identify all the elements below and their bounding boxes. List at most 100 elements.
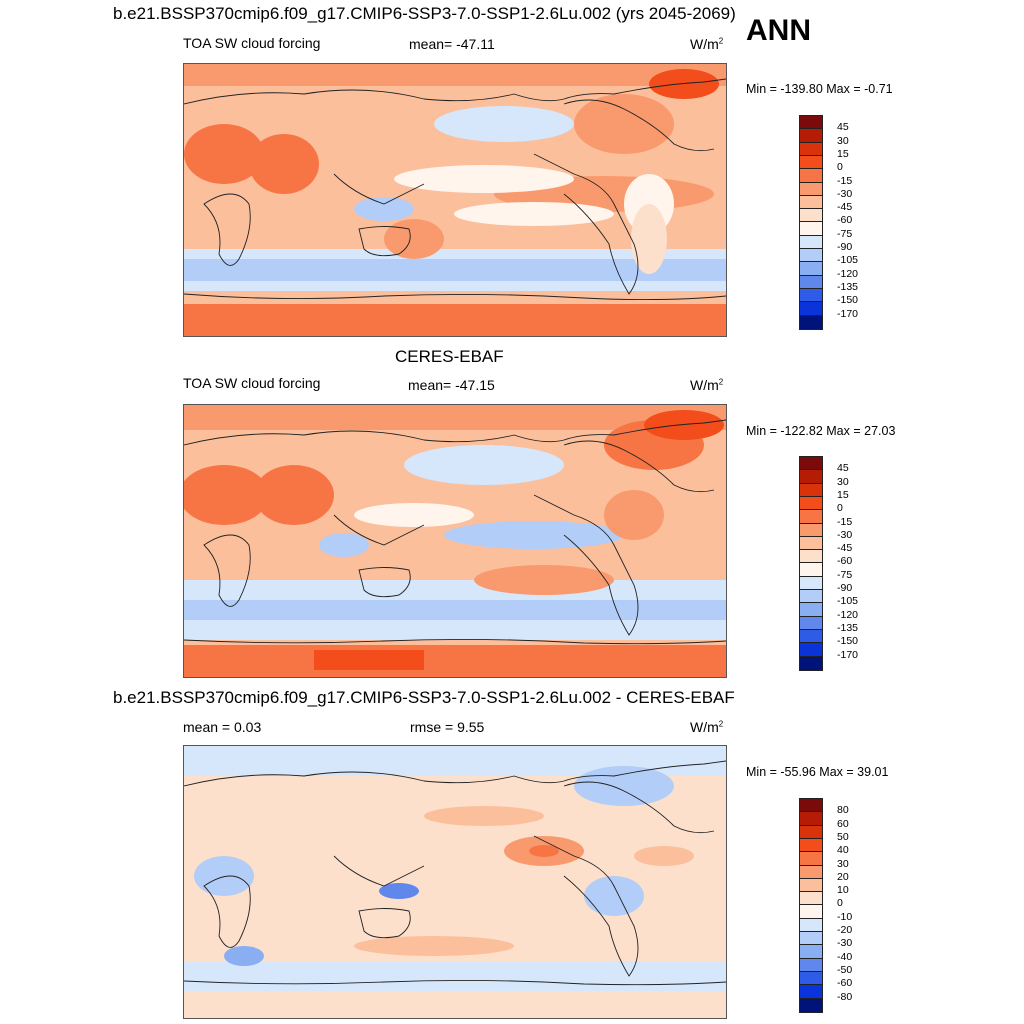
colorbar-tick-label: 20 [837, 870, 849, 883]
colorbar-swatch [799, 642, 823, 657]
colorbar-tick-label: -105 [837, 254, 859, 267]
colorbar-tick-label: -60 [837, 555, 853, 568]
colorbar-tick-label: -135 [837, 280, 859, 293]
colorbar-swatch [799, 274, 823, 289]
colorbar-swatch [799, 509, 823, 524]
colorbar-tick-label: -50 [837, 963, 853, 976]
colorbar-swatch [799, 141, 823, 156]
colorbar-tick-label: 45 [837, 121, 849, 134]
colorbar-tick-label: -10 [837, 910, 853, 923]
colorbar-tick-label: 80 [837, 804, 849, 817]
colorbar-swatch [799, 469, 823, 484]
colorbar-tick-label: -90 [837, 582, 853, 594]
colorbar-swatch [799, 314, 823, 330]
colorbar-tick-label: -60 [837, 977, 853, 990]
colorbar-swatch [799, 655, 823, 671]
colorbar-tick-label: -120 [837, 608, 859, 621]
colorbar-swatch [799, 261, 823, 276]
colorbar-swatch [799, 970, 823, 985]
colorbar-tick-label: -75 [837, 227, 853, 240]
panel3-rmse: rmse = 9.55 [410, 719, 485, 735]
middle-title: CERES-EBAF [395, 347, 504, 366]
colorbar-swatch [799, 984, 823, 999]
colorbar-swatch [799, 154, 823, 169]
colorbar-tick-label: 0 [837, 897, 843, 910]
colorbar-tick-label: 30 [837, 134, 849, 147]
colorbar-swatch [799, 562, 823, 577]
colorbar-swatch [799, 917, 823, 932]
colorbar-swatch [799, 287, 823, 302]
panel2-units: W/m2 [690, 377, 724, 393]
colorbar-tick-label: 15 [837, 147, 849, 160]
colorbar-swatch [799, 798, 823, 812]
colorbar-swatch [799, 628, 823, 643]
colorbar-tick-label: -20 [837, 924, 853, 936]
colorbar-swatch [799, 575, 823, 590]
colorbar-tick-label: -15 [837, 515, 853, 528]
colorbar-swatch [799, 482, 823, 497]
colorbar-tick-label: -45 [837, 542, 853, 555]
colorbar-tick-label: -170 [837, 648, 859, 661]
colorbar-swatch [799, 456, 823, 470]
colorbar-tick-label: -90 [837, 241, 853, 253]
colorbar-swatch [799, 957, 823, 972]
colorbar-tick-label: -120 [837, 267, 859, 280]
panel1-variable: TOA SW cloud forcing [183, 35, 321, 51]
colorbar-swatch [799, 891, 823, 906]
panel1-map [183, 63, 727, 337]
colorbar-tick-label: -170 [837, 307, 859, 320]
colorbar-tick-label: 15 [837, 488, 849, 501]
colorbar-tick-label: -40 [837, 950, 853, 963]
colorbar-swatch [799, 589, 823, 603]
colorbar-swatch [799, 194, 823, 209]
panel1-mean: mean= -47.11 [409, 36, 495, 52]
panel3-units: W/m2 [690, 719, 724, 735]
colorbar-tick-label: 30 [837, 857, 849, 870]
colorbar-tick-label: -15 [837, 174, 853, 187]
colorbar-swatch [799, 864, 823, 879]
colorbar-swatch [799, 837, 823, 852]
colorbar-tick-label: 40 [837, 844, 849, 857]
colorbar-tick-label: -105 [837, 595, 859, 608]
colorbar-swatch [799, 221, 823, 236]
colorbar-tick-label: 50 [837, 830, 849, 843]
colorbar-tick-label: 45 [837, 462, 849, 475]
colorbar-swatch [799, 115, 823, 129]
colorbar-swatch [799, 522, 823, 537]
season-label: ANN [746, 14, 811, 47]
colorbar-swatch [799, 549, 823, 564]
panel3-minmax: Min = -55.96 Max = 39.01 [746, 765, 889, 779]
colorbar-swatch [799, 811, 823, 826]
colorbar-tick-label: -45 [837, 201, 853, 214]
colorbar-swatch [799, 824, 823, 839]
colorbar-swatch [799, 851, 823, 866]
colorbar-swatch [799, 997, 823, 1013]
colorbar-swatch [799, 495, 823, 510]
colorbar-tick-label: -135 [837, 621, 859, 634]
colorbar-tick-label: 30 [837, 475, 849, 488]
colorbar-tick-label: 0 [837, 161, 843, 174]
colorbar-swatch [799, 128, 823, 143]
colorbar-swatch [799, 208, 823, 223]
panel1-minmax: Min = -139.80 Max = -0.71 [746, 82, 893, 96]
colorbar-tick-label: -60 [837, 214, 853, 227]
panel2-map [183, 404, 727, 678]
colorbar-tick-label: -30 [837, 187, 853, 200]
colorbar-tick-label: -150 [837, 635, 859, 648]
colorbar-swatch [799, 877, 823, 892]
panel1-units: W/m2 [690, 36, 724, 52]
panel2-variable: TOA SW cloud forcing [183, 375, 321, 391]
colorbar-tick-label: 60 [837, 817, 849, 830]
colorbar-swatch [799, 168, 823, 183]
colorbar-swatch [799, 234, 823, 249]
difference-title: b.e21.BSSP370cmip6.f09_g17.CMIP6-SSP3-7.… [113, 688, 735, 707]
colorbar-swatch [799, 181, 823, 196]
panel2-minmax: Min = -122.82 Max = 27.03 [746, 424, 896, 438]
colorbar-tick-label: 10 [837, 884, 849, 897]
colorbar-swatch [799, 615, 823, 630]
colorbar-tick-label: 0 [837, 502, 843, 515]
colorbar-swatch [799, 602, 823, 617]
colorbar-swatch [799, 301, 823, 316]
panel2-mean: mean= -47.15 [408, 377, 495, 393]
colorbar-tick-label: -150 [837, 294, 859, 307]
